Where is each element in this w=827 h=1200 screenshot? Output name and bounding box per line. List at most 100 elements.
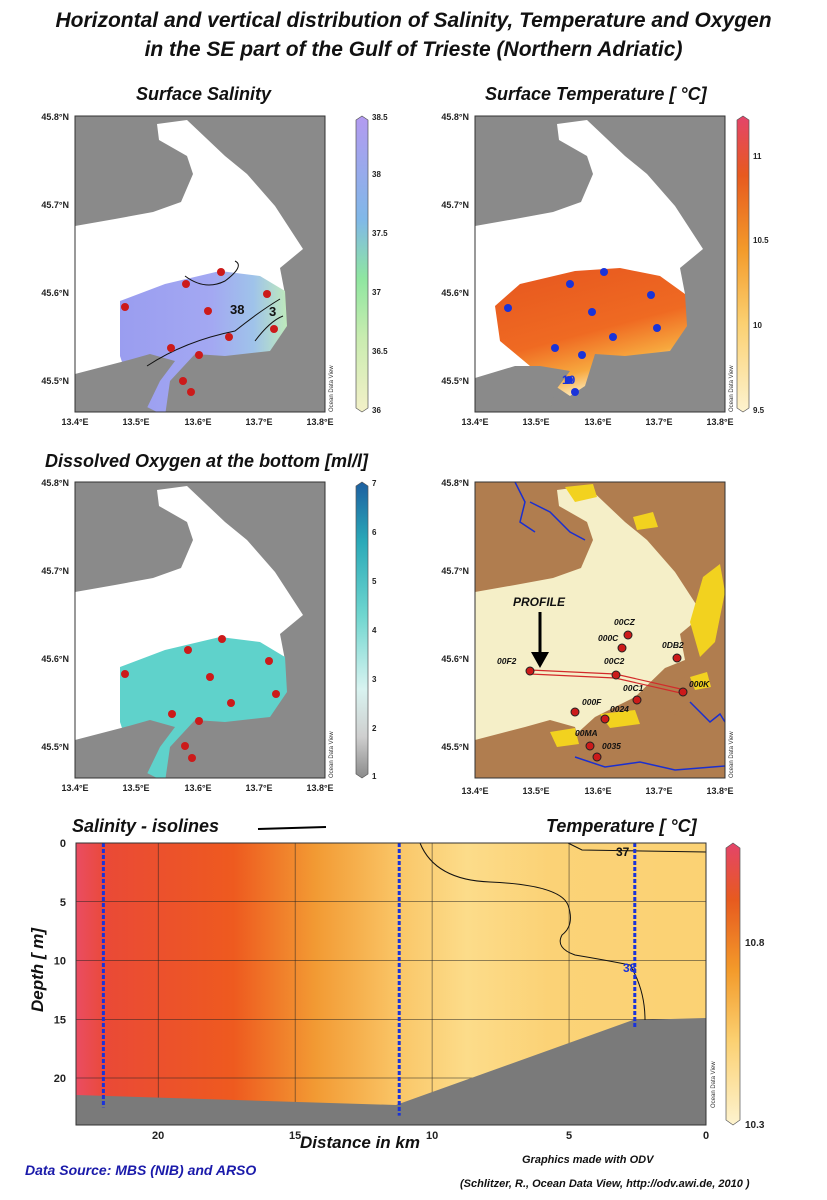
salinity-map-panel: 38 3 45.8°N 45.7°N 45.6°N 45.5°N 13.4°E … xyxy=(41,112,335,427)
relief-yellow xyxy=(565,484,597,502)
colorbar-tick: 36 xyxy=(372,406,381,415)
lon-tick-label: 13.4°E xyxy=(461,786,488,796)
profile-label: PROFILE xyxy=(513,595,566,609)
salinity-colorbar: 38.5 38 37.5 37 36.5 36 xyxy=(355,113,388,415)
isoline-label-38: 38 xyxy=(623,961,637,975)
station-marker xyxy=(225,333,233,341)
colorbar-tick: 6 xyxy=(372,528,377,537)
lat-tick-label: 45.8°N xyxy=(441,112,469,122)
title-section-salinity: Salinity - isolines xyxy=(72,816,220,836)
title-surface-temperature: Surface Temperature [ °C] xyxy=(485,84,707,104)
lat-tick-label: 45.6°N xyxy=(41,288,69,298)
temperature-stations xyxy=(504,268,661,396)
isoline xyxy=(254,315,284,342)
colorbar-tick: 10.5 xyxy=(753,236,769,245)
colorbar-tick: 36.5 xyxy=(372,347,388,356)
station-marker xyxy=(204,307,212,315)
colorbar-tick: 1 xyxy=(372,772,377,781)
station-marker xyxy=(565,376,573,384)
station-marker xyxy=(592,752,602,762)
station-marker xyxy=(653,324,661,332)
salinity-isoline-legend xyxy=(257,826,327,830)
main-title-line1: Horizontal and vertical distribution of … xyxy=(55,9,772,32)
contour-label: 38 xyxy=(230,302,244,317)
sea-area xyxy=(475,486,703,778)
odv-watermark: Ocean Data View xyxy=(729,731,735,778)
station-label: 0DB2 xyxy=(662,640,684,650)
lat-tick-label: 45.8°N xyxy=(441,478,469,488)
odv-made-text: Graphics made with ODV xyxy=(522,1154,654,1166)
station-label: 0024 xyxy=(610,704,629,714)
x-tick-label: 0 xyxy=(703,1130,709,1142)
lon-tick-label: 13.7°E xyxy=(245,417,272,427)
y-tick-label: 5 xyxy=(60,897,66,909)
station-marker xyxy=(272,690,280,698)
temperature-colorbar: 11 10.5 10 9.5 xyxy=(736,115,769,415)
title-bottom-oxygen: Dissolved Oxygen at the bottom [ml/l] xyxy=(45,451,369,471)
profile-arrow-head xyxy=(531,652,549,668)
station-marker xyxy=(179,377,187,385)
x-tick-label: 20 xyxy=(152,1130,164,1142)
river xyxy=(514,482,536,533)
main-title-line2: in the SE part of the Gulf of Trieste (N… xyxy=(144,38,683,61)
title-surface-salinity: Surface Salinity xyxy=(136,84,272,104)
station-marker xyxy=(187,388,195,396)
river xyxy=(574,756,725,771)
station-marker xyxy=(571,388,579,396)
station-marker xyxy=(578,351,586,359)
station-marker xyxy=(632,695,642,705)
station-label: 0035 xyxy=(602,741,621,751)
x-tick-label: 5 xyxy=(566,1130,572,1142)
odv-watermark: Ocean Data View xyxy=(329,731,335,778)
lat-tick-label: 45.8°N xyxy=(41,112,69,122)
lon-tick-label: 13.4°E xyxy=(61,783,88,793)
station-lines xyxy=(101,843,637,1116)
south-coast xyxy=(75,354,175,412)
y-tick-label: 10 xyxy=(54,956,66,968)
colorbar-tick: 10 xyxy=(753,321,762,330)
colorbar-tick: 37 xyxy=(372,288,381,297)
temperature-map-panel: 10 45.8°N 45.7°N 45.6°N 45.5°N 13.4°E 13… xyxy=(441,112,735,427)
lon-tick-label: 13.6°E xyxy=(184,783,211,793)
station-marker xyxy=(672,653,682,663)
station-marker xyxy=(188,754,196,762)
station-label: 00C2 xyxy=(604,656,625,666)
oxygen-stations xyxy=(121,635,280,762)
colorbar-tick: 3 xyxy=(372,675,377,684)
y-tick-label: 20 xyxy=(54,1073,66,1085)
relief-yellow xyxy=(550,728,579,747)
lat-tick-label: 45.7°N xyxy=(441,566,469,576)
lat-tick-label: 45.6°N xyxy=(441,288,469,298)
station-marker xyxy=(184,646,192,654)
section-colorbar: 10.8 10.3 xyxy=(725,842,765,1131)
station-label: 00F2 xyxy=(497,656,517,666)
lon-tick-label: 13.4°E xyxy=(61,417,88,427)
station-marker xyxy=(121,670,129,678)
station-marker xyxy=(217,268,225,276)
station-marker xyxy=(182,280,190,288)
station-marker xyxy=(678,687,688,697)
lon-tick-label: 13.8°E xyxy=(306,783,333,793)
colorbar-tick: 38.5 xyxy=(372,113,388,122)
lon-tick-label: 13.8°E xyxy=(306,417,333,427)
salinity-isoline-37 xyxy=(567,842,707,853)
isoline xyxy=(146,298,281,367)
station-markers xyxy=(525,630,688,762)
station-marker xyxy=(647,291,655,299)
station-label: 000K xyxy=(689,679,710,689)
station-marker xyxy=(600,268,608,276)
colorbar-tick: 37.5 xyxy=(372,229,388,238)
colorbar-tick: 7 xyxy=(372,479,377,488)
x-axis-label: Distance in km xyxy=(300,1133,420,1152)
station-marker xyxy=(263,290,271,298)
relief-yellow xyxy=(600,710,640,728)
colorbar-tick: 38 xyxy=(372,170,381,179)
y-axis-label: Depth [ m] xyxy=(28,927,47,1012)
odv-watermark: Ocean Data View xyxy=(729,365,735,412)
station-marker xyxy=(623,630,633,640)
salinity-stations xyxy=(121,268,278,396)
plot-frame xyxy=(75,842,707,1126)
lon-tick-label: 13.6°E xyxy=(584,786,611,796)
station-marker xyxy=(585,741,595,751)
station-marker xyxy=(617,643,627,653)
